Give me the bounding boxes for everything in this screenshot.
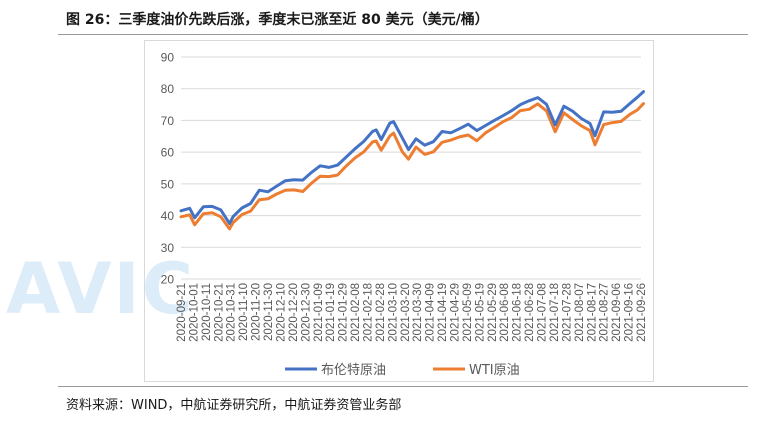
y-tick-label-50: 50 — [161, 177, 175, 191]
top-rule — [58, 34, 748, 35]
x-tick-label-2021-04-09: 2021-04-09 — [425, 283, 437, 342]
x-tick-label-2021-04-19: 2021-04-19 — [437, 283, 449, 342]
x-tick-label-2021-03-20: 2021-03-20 — [400, 283, 412, 342]
legend-label-brent: 布伦特原油 — [321, 363, 386, 378]
x-tick-label-2021-09-06: 2021-09-06 — [611, 283, 623, 342]
x-tick-label-2021-01-19: 2021-01-19 — [325, 283, 337, 342]
x-tick-label-2020-10-21: 2020-10-21 — [213, 283, 225, 342]
x-tick-label-2020-09-21: 2020-09-21 — [176, 283, 188, 342]
x-tick-label-2021-04-29: 2021-04-29 — [450, 283, 462, 342]
legend-label-wti: WTI原油 — [469, 363, 520, 378]
x-tick-label-2020-12-30: 2020-12-30 — [300, 283, 312, 342]
x-tick-label-2021-01-29: 2021-01-29 — [338, 283, 350, 342]
x-tick-label-2021-09-16: 2021-09-16 — [624, 283, 636, 342]
x-tick-label-2021-09-26: 2021-09-26 — [636, 283, 648, 342]
x-tick-label-2020-12-20: 2020-12-20 — [288, 283, 300, 342]
x-tick-label-2021-01-09: 2021-01-09 — [313, 283, 325, 342]
x-tick-label-2020-11-20: 2020-11-20 — [251, 283, 263, 341]
x-tick-label-2021-07-28: 2021-07-28 — [561, 283, 573, 342]
x-tick-label-2021-07-08: 2021-07-08 — [537, 283, 549, 342]
y-tick-label-40: 40 — [161, 209, 175, 223]
x-tick-label-2021-07-18: 2021-07-18 — [549, 283, 561, 342]
y-tick-label-80: 80 — [161, 82, 175, 96]
y-tick-label-30: 30 — [161, 241, 175, 255]
y-tick-label-70: 70 — [161, 114, 175, 128]
x-tick-label-2020-11-10: 2020-11-10 — [238, 283, 250, 341]
source-note: 资料来源：WIND，中航证券研究所，中航证券资管业务部 — [66, 398, 402, 413]
series-line-brent — [179, 90, 645, 225]
x-tick-label-2021-08-07: 2021-08-07 — [574, 283, 586, 342]
series-line-wti — [179, 102, 645, 231]
x-tick-label-2020-10-31: 2020-10-31 — [226, 283, 238, 342]
x-tick-label-2021-03-10: 2021-03-10 — [387, 283, 399, 342]
x-tick-label-2020-10-11: 2020-10-11 — [201, 283, 213, 341]
chart-frame: 20 30 40 50 60 70 80 90 2020-09-21 2020-10-01 2020… — [144, 40, 654, 382]
watermark: AVIC — [0, 150, 300, 380]
x-tick-label-2021-08-27: 2021-08-27 — [599, 283, 611, 342]
x-tick-label-2021-05-19: 2021-05-19 — [474, 283, 486, 342]
x-tick-label-2021-03-30: 2021-03-30 — [412, 283, 424, 342]
x-tick-label-2021-05-09: 2021-05-09 — [462, 283, 474, 342]
x-tick-label-2021-06-18: 2021-06-18 — [512, 283, 524, 342]
x-tick-label-2020-11-30: 2020-11-30 — [263, 283, 275, 341]
x-tick-label-2020-10-01: 2020-10-01 — [188, 283, 200, 342]
x-tick-label-2021-06-08: 2021-06-08 — [499, 283, 511, 342]
x-tick-label-2021-08-17: 2021-08-17 — [586, 283, 598, 342]
figure-title: 图 26：三季度油价先跌后涨，季度末已涨至近 80 美元（美元/桶） — [66, 12, 489, 28]
watermark-text: AVIC — [6, 248, 196, 330]
x-tick-label-2021-06-28: 2021-06-28 — [524, 283, 536, 342]
y-tick-label-90: 90 — [161, 51, 175, 65]
x-tick-label-2021-05-29: 2021-05-29 — [487, 283, 499, 342]
x-tick-label-2020-12-10: 2020-12-10 — [275, 283, 287, 342]
x-tick-label-2021-02-08: 2021-02-08 — [350, 283, 362, 342]
x-tick-label-2021-02-18: 2021-02-18 — [362, 283, 374, 342]
bottom-rule — [58, 386, 748, 387]
y-tick-label-60: 60 — [161, 146, 175, 160]
x-tick-label-2021-02-28: 2021-02-28 — [375, 283, 387, 342]
y-tick-label-20: 20 — [161, 273, 175, 287]
